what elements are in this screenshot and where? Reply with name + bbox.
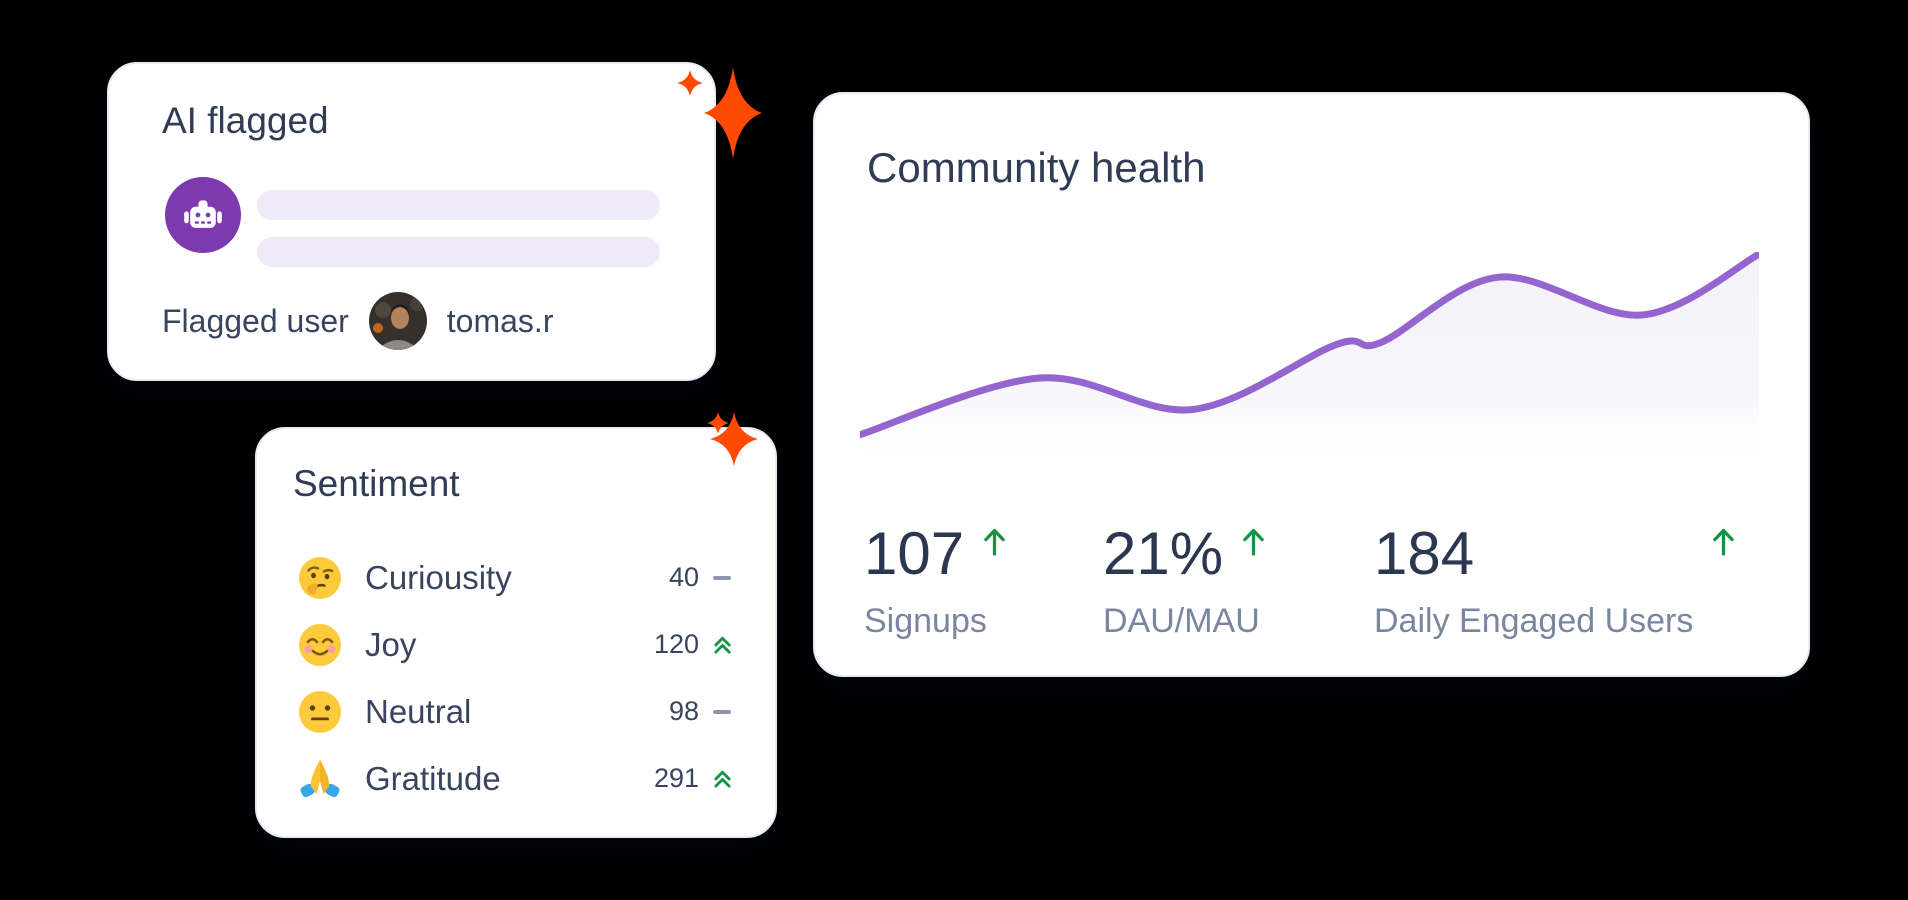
- arrow-up-icon: [984, 528, 1005, 556]
- stat-value: 21%: [1103, 520, 1224, 587]
- thinking-face-emoji: [297, 555, 343, 601]
- sentiment-title: Sentiment: [293, 463, 460, 504]
- flagged-user-label: Flagged user: [162, 302, 349, 339]
- arrow-up-icon: [1713, 528, 1734, 556]
- sentiment-label: Gratitude: [365, 759, 501, 797]
- community-stats: 107 Signups 21% DAU/MAU 184: [815, 524, 1808, 684]
- stat-label: DAU/MAU: [1103, 602, 1260, 640]
- neutral-face-emoji: [297, 689, 343, 735]
- stat-label: Signups: [864, 602, 987, 640]
- chart-line: [860, 252, 1759, 439]
- sentiment-value: 120: [653, 629, 699, 659]
- sentiment-row: Curiousity 40: [297, 544, 733, 611]
- double-chevron-up-icon: [713, 636, 731, 654]
- praying-hands-emoji: [297, 756, 343, 802]
- stat-signups: 107 Signups: [864, 524, 1007, 641]
- stat-value: 184: [1374, 520, 1475, 587]
- stat-daily-engaged-users: 184 Daily Engaged Users: [1374, 524, 1693, 641]
- robot-icon: [165, 177, 241, 253]
- community-health-card: Community health 107 Signu: [813, 92, 1810, 677]
- sentiment-row: Gratitude 291: [297, 745, 733, 812]
- arrow-up-icon: [1243, 528, 1264, 556]
- smiling-face-emoji: [297, 622, 343, 668]
- sparkle-icon: [677, 67, 762, 159]
- ai-flagged-card: AI flagged Flagged user: [107, 62, 716, 381]
- stat-dau-mau: 21% DAU/MAU: [1103, 524, 1266, 641]
- ai-flagged-title: AI flagged: [162, 100, 329, 141]
- sentiment-value: 291: [653, 763, 699, 793]
- dash-icon: [713, 575, 731, 580]
- sentiment-card: Sentiment Curiousity 40: [255, 427, 777, 838]
- sentiment-row: Joy 120: [297, 611, 733, 678]
- placeholder-bar: [257, 237, 660, 267]
- flagged-username: tomas.r: [446, 302, 554, 339]
- stat-value: 107: [864, 520, 965, 587]
- avatar: [368, 292, 427, 350]
- flagged-user-row: Flagged user tomas.r: [162, 291, 553, 351]
- sentiment-label: Neutral: [365, 692, 472, 730]
- stat-label: Daily Engaged Users: [1374, 602, 1694, 640]
- community-health-chart: [860, 252, 1759, 464]
- sentiment-label: Curiousity: [365, 558, 512, 596]
- double-chevron-up-icon: [713, 770, 731, 788]
- sentiment-label: Joy: [365, 625, 417, 663]
- community-health-title: Community health: [867, 144, 1206, 191]
- sparkle-icon: [707, 412, 758, 466]
- sentiment-value: 40: [668, 562, 699, 592]
- dash-icon: [713, 709, 731, 714]
- placeholder-bar: [257, 190, 660, 220]
- sentiment-value: 98: [668, 696, 699, 726]
- sentiment-row: Neutral 98: [297, 678, 733, 745]
- sentiment-rows: Curiousity 40: [297, 544, 733, 812]
- placeholder-bars: [257, 190, 660, 267]
